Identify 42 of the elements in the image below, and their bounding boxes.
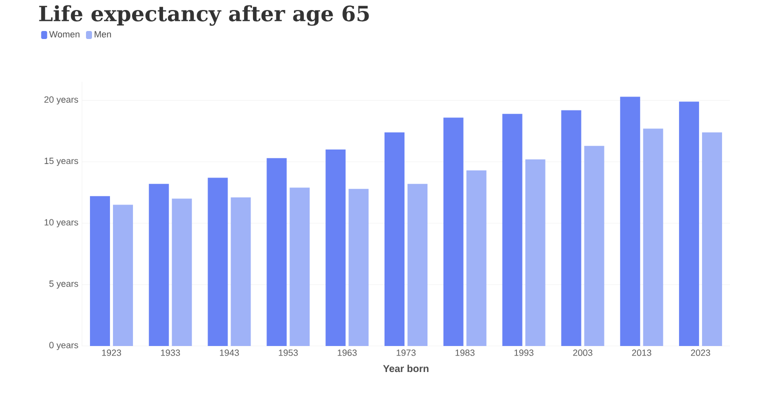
bar (290, 188, 310, 346)
x-tick-label: 2013 (632, 350, 652, 356)
x-tick-label: 1923 (102, 350, 122, 356)
bar (702, 132, 722, 346)
bar (230, 197, 251, 346)
y-tick-label: 5 years (49, 280, 78, 289)
x-tick-label: 1963 (338, 350, 357, 356)
y-tick-label: 0 years (49, 342, 78, 350)
bar (584, 146, 604, 346)
x-tick-label: 1953 (278, 350, 298, 356)
bar (466, 170, 486, 346)
x-tick-label: 2003 (573, 350, 592, 356)
bar (384, 132, 405, 346)
x-tick-label: 1933 (161, 350, 180, 356)
bar (266, 158, 287, 346)
bar (90, 196, 110, 346)
legend-label: Women (49, 31, 80, 38)
bar (525, 159, 546, 346)
bar (443, 118, 464, 346)
x-tick-label: 2023 (690, 350, 710, 356)
bar (561, 110, 582, 346)
chart-title: Life expectancy after age 65 (39, 5, 369, 26)
bar (408, 184, 428, 346)
legend-label: Men (94, 31, 111, 38)
x-tick-label: 1983 (456, 350, 475, 356)
bar (679, 102, 700, 346)
x-tick-label: 1973 (396, 350, 416, 356)
bar (326, 150, 346, 346)
bar (208, 178, 228, 346)
y-tick-label: 10 years (44, 219, 78, 228)
x-tick-label: 1943 (220, 350, 239, 356)
bar (620, 96, 640, 346)
bar (172, 198, 192, 346)
bar (502, 114, 522, 346)
y-tick-label: 20 years (44, 96, 78, 104)
bar (348, 188, 369, 346)
y-tick-label: 15 years (44, 158, 78, 166)
bar (112, 204, 133, 346)
bar (643, 128, 664, 346)
x-tick-label: 1993 (514, 350, 534, 356)
x-axis-title: Year born (383, 364, 428, 372)
bar (148, 184, 169, 346)
